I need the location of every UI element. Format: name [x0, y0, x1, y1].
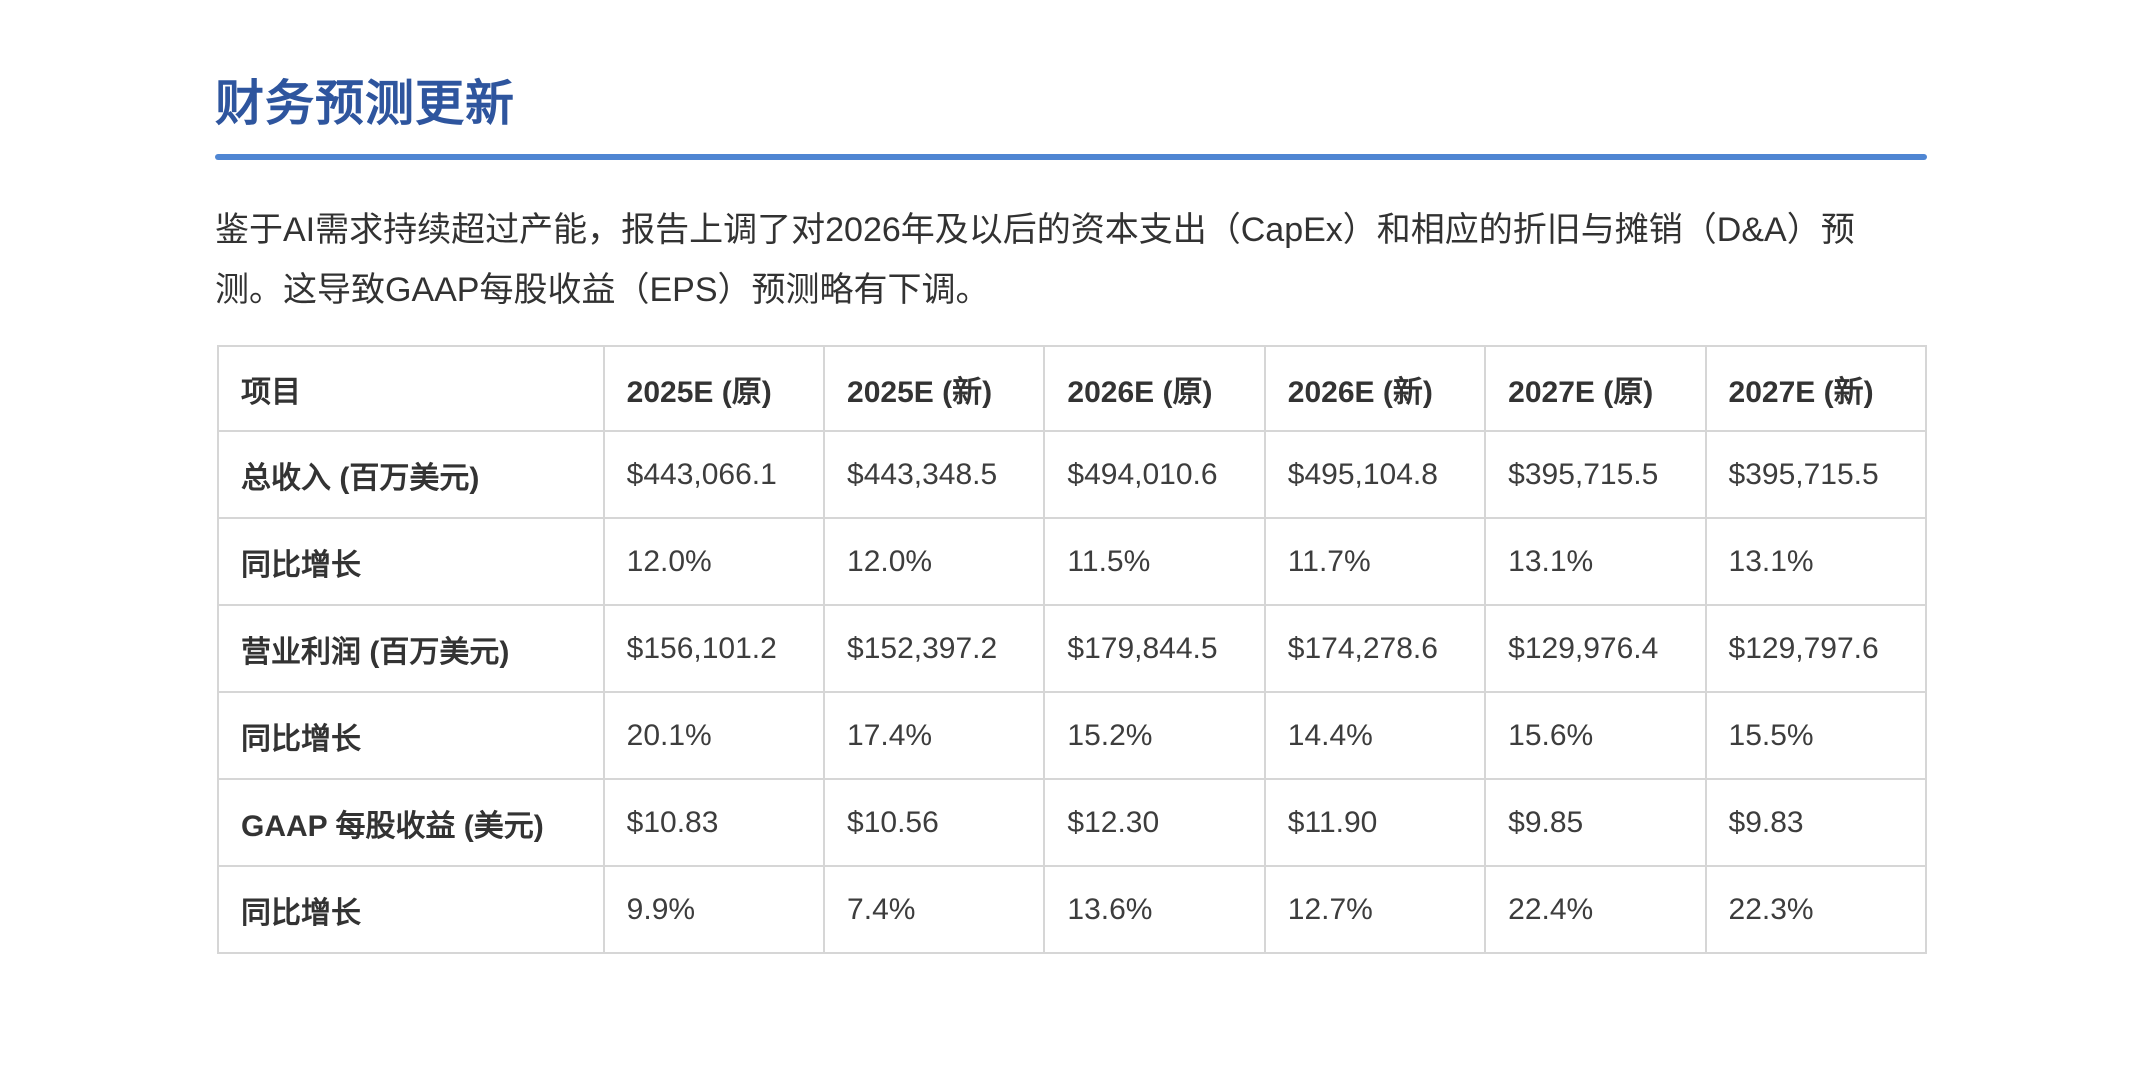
row-label: GAAP 每股收益 (美元)	[217, 778, 605, 867]
table-row: 同比增长 12.0% 12.0% 11.5% 11.7% 13.1% 13.1%	[217, 517, 1928, 606]
column-header-0: 项目	[217, 345, 605, 432]
cell-value: $9.83	[1704, 778, 1928, 867]
cell-value: $174,278.6	[1263, 604, 1487, 693]
cell-value: $494,010.6	[1043, 430, 1266, 519]
table-row: 总收入 (百万美元) $443,066.1 $443,348.5 $494,010.6…	[217, 430, 1928, 519]
cell-value: 14.4%	[1263, 691, 1487, 780]
column-header-2: 2025E (新)	[823, 345, 1046, 432]
cell-value: $495,104.8	[1263, 430, 1487, 519]
cell-value: 13.6%	[1043, 865, 1266, 954]
cell-value: $9.85	[1484, 778, 1707, 867]
column-header-6: 2027E (新)	[1704, 345, 1928, 432]
cell-value: $129,797.6	[1704, 604, 1928, 693]
cell-value: 12.7%	[1263, 865, 1487, 954]
cell-value: 13.1%	[1484, 517, 1707, 606]
cell-value: $10.83	[602, 778, 826, 867]
cell-value: 20.1%	[602, 691, 826, 780]
cell-value: 11.7%	[1263, 517, 1487, 606]
cell-value: 13.1%	[1704, 517, 1928, 606]
intro-line-2: 测。这导致GAAP每股收益（EPS）预测略有下调。	[215, 271, 990, 309]
cell-value: 7.4%	[823, 865, 1046, 954]
section-title: 财务预测更新	[215, 77, 516, 131]
intro-line-1: 鉴于AI需求持续超过产能，报告上调了对2026年及以后的资本支出（CapEx）和…	[215, 211, 1855, 249]
table-row: GAAP 每股收益 (美元) $10.83 $10.56 $12.30 $11.90 $9…	[217, 778, 1928, 867]
cell-value: 11.5%	[1043, 517, 1266, 606]
cell-value: 22.4%	[1484, 865, 1707, 954]
row-label: 营业利润 (百万美元)	[217, 604, 605, 693]
row-label: 同比增长	[217, 691, 605, 780]
cell-value: 12.0%	[602, 517, 826, 606]
row-label: 同比增长	[217, 865, 605, 954]
table-header: 项目 2025E (原) 2025E (新) 2026E (原) 2026E (新) 20…	[217, 345, 1928, 432]
cell-value: 15.6%	[1484, 691, 1707, 780]
cell-value: $395,715.5	[1704, 430, 1928, 519]
table-body: 总收入 (百万美元) $443,066.1 $443,348.5 $494,010.6…	[217, 430, 1928, 954]
cell-value: $11.90	[1263, 778, 1487, 867]
cell-value: 17.4%	[823, 691, 1046, 780]
intro-paragraph: 鉴于AI需求持续超过产能，报告上调了对2026年及以后的资本支出（CapEx）和…	[215, 200, 1927, 320]
cell-value: $152,397.2	[823, 604, 1046, 693]
cell-value: 15.5%	[1704, 691, 1928, 780]
table-row: 营业利润 (百万美元) $156,101.2 $152,397.2 $179,844.…	[217, 604, 1928, 693]
table-row: 同比增长 9.9% 7.4% 13.6% 12.7% 22.4% 22.3%	[217, 865, 1928, 954]
cell-value: $443,066.1	[602, 430, 826, 519]
column-header-5: 2027E (原)	[1484, 345, 1707, 432]
cell-value: $156,101.2	[602, 604, 826, 693]
cell-value: 22.3%	[1704, 865, 1928, 954]
column-header-4: 2026E (新)	[1263, 345, 1487, 432]
cell-value: 15.2%	[1043, 691, 1266, 780]
cell-value: $129,976.4	[1484, 604, 1707, 693]
cell-value: $443,348.5	[823, 430, 1046, 519]
cell-value: $10.56	[823, 778, 1046, 867]
cell-value: $179,844.5	[1043, 604, 1266, 693]
column-header-1: 2025E (原)	[602, 345, 826, 432]
row-label: 同比增长	[217, 517, 605, 606]
cell-value: 9.9%	[602, 865, 826, 954]
cell-value: 12.0%	[823, 517, 1046, 606]
cell-value: $395,715.5	[1484, 430, 1707, 519]
title-underline-divider	[215, 154, 1927, 160]
table-header-row: 项目 2025E (原) 2025E (新) 2026E (原) 2026E (新) 20…	[217, 345, 1928, 432]
cell-value: $12.30	[1043, 778, 1266, 867]
financial-forecast-table: 项目 2025E (原) 2025E (新) 2026E (原) 2026E (新) 20…	[217, 345, 1928, 954]
column-header-3: 2026E (原)	[1043, 345, 1266, 432]
row-label: 总收入 (百万美元)	[217, 430, 605, 519]
table-row: 同比增长 20.1% 17.4% 15.2% 14.4% 15.6% 15.5%	[217, 691, 1928, 780]
